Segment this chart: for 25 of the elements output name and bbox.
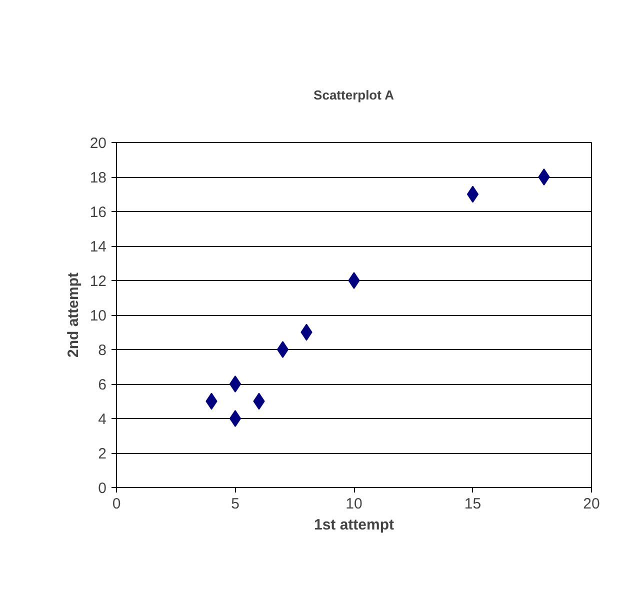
x-tick-label: 10 xyxy=(346,496,362,512)
y-tick-label: 16 xyxy=(90,204,107,221)
y-tick-label: 20 xyxy=(90,135,107,152)
x-axis-title: 1st attempt xyxy=(314,516,394,534)
chart-title: Scatterplot A xyxy=(314,88,395,102)
y-tick-label: 8 xyxy=(98,342,106,359)
y-tick-label: 4 xyxy=(98,411,106,428)
y-tick-label: 12 xyxy=(90,273,107,290)
y-tick-label: 6 xyxy=(98,376,106,394)
point xyxy=(348,272,360,289)
y-tick-label: 10 xyxy=(90,308,107,324)
y-tick-label: 2 xyxy=(98,446,106,462)
x-tick-label: 5 xyxy=(231,496,240,512)
point xyxy=(538,168,550,186)
x-tick-label: 0 xyxy=(112,496,121,512)
point xyxy=(229,410,242,427)
point xyxy=(466,186,479,203)
y-axis-title: 2nd attempt xyxy=(64,272,82,358)
x-tick-label: 15 xyxy=(464,496,482,512)
y-tick-label: 14 xyxy=(90,238,107,256)
x-tick-label: 20 xyxy=(583,496,600,512)
point xyxy=(276,341,289,358)
point xyxy=(229,376,242,392)
y-tick-label: 0 xyxy=(98,480,106,497)
y-tick-label: 18 xyxy=(90,170,107,186)
